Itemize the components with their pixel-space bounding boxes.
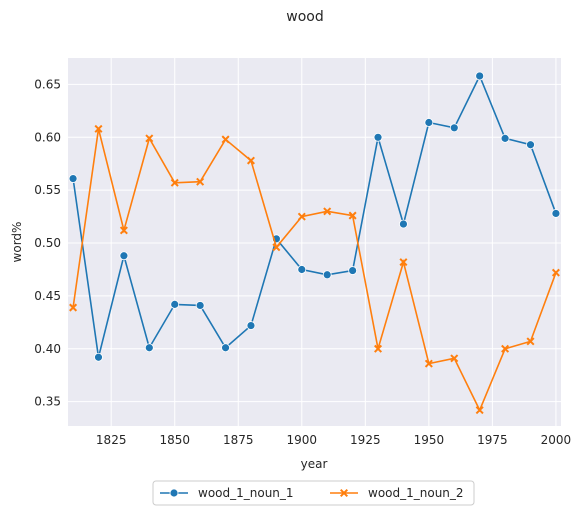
x-tick-labels: 1825 1850 1875 1900 1925 1950 1975 2000 [96,433,571,447]
series-line [72,74,557,358]
y-tick-label: 0.45 [34,289,61,303]
y-tick-label: 0.40 [34,342,61,356]
data-point [297,265,307,274]
data-point [526,140,535,150]
chart-title: wood [286,9,323,25]
data-point [348,211,357,220]
y-tick-label: 0.65 [34,77,61,91]
data-point [501,344,510,353]
x-tick-label: 2000 [541,433,572,447]
data-point [374,344,383,353]
data-point [449,123,459,133]
series-wood_1_noun_2 [69,124,560,415]
data-point [195,301,205,310]
data-point [246,156,255,165]
data-point [399,219,408,229]
data-point [272,243,281,252]
data-point [145,134,154,143]
data-point [424,359,433,368]
x-tick-label: 1850 [159,433,190,447]
data-point [94,124,103,133]
legend-box [152,480,475,506]
x-tick-label: 1875 [223,433,254,447]
data-point [196,177,205,186]
data-point [144,343,154,353]
y-tick-label: 0.60 [34,130,61,144]
data-point [69,303,78,312]
legend-label: wood_1_noun_1 [198,486,294,500]
data-point [551,209,561,218]
data-point [221,343,230,353]
x-tick-label: 1925 [350,433,381,447]
x-axis-label: year [301,457,328,471]
y-tick-label: 0.55 [34,183,61,197]
x-tick-label: 1950 [414,433,445,447]
y-tick-label: 0.50 [34,236,61,250]
series-line [72,128,557,413]
data-point [373,132,383,142]
data-point [399,258,408,267]
data-point [323,207,332,216]
y-axis-label: word% [10,222,24,263]
data-point [322,270,332,280]
y-tick-label: 0.35 [34,395,61,409]
x-tick-label: 1975 [477,433,508,447]
data-point [170,299,180,309]
data-point [551,268,560,277]
legend-marker [169,488,179,498]
x-tick-label: 1825 [96,433,127,447]
data-point [424,118,434,127]
data-point [475,71,485,81]
data-point [246,321,256,330]
data-point [450,354,459,363]
data-point [119,251,129,261]
data-point [500,133,510,143]
data-point [526,337,535,346]
plot-background [68,58,561,426]
data-point [221,135,230,144]
x-tick-label: 1900 [287,433,318,447]
legend-item: wood_1_noun_1 [160,486,294,500]
data-point [119,226,128,235]
data-point [297,212,306,221]
data-point [475,406,484,415]
legend: wood_1_noun_1 wood_1_noun_2 [152,480,475,506]
data-point [68,174,78,183]
series-lines [68,71,561,415]
legend-item: wood_1_noun_2 [330,486,464,500]
legend-marker [339,488,349,498]
data-point [348,266,358,275]
data-point [170,178,179,187]
y-tick-labels: 0.35 0.40 0.45 0.50 0.55 0.60 0.65 [34,77,61,408]
data-point [94,352,103,362]
series-wood_1_noun_1 [68,71,561,362]
legend-label: wood_1_noun_2 [368,486,464,500]
